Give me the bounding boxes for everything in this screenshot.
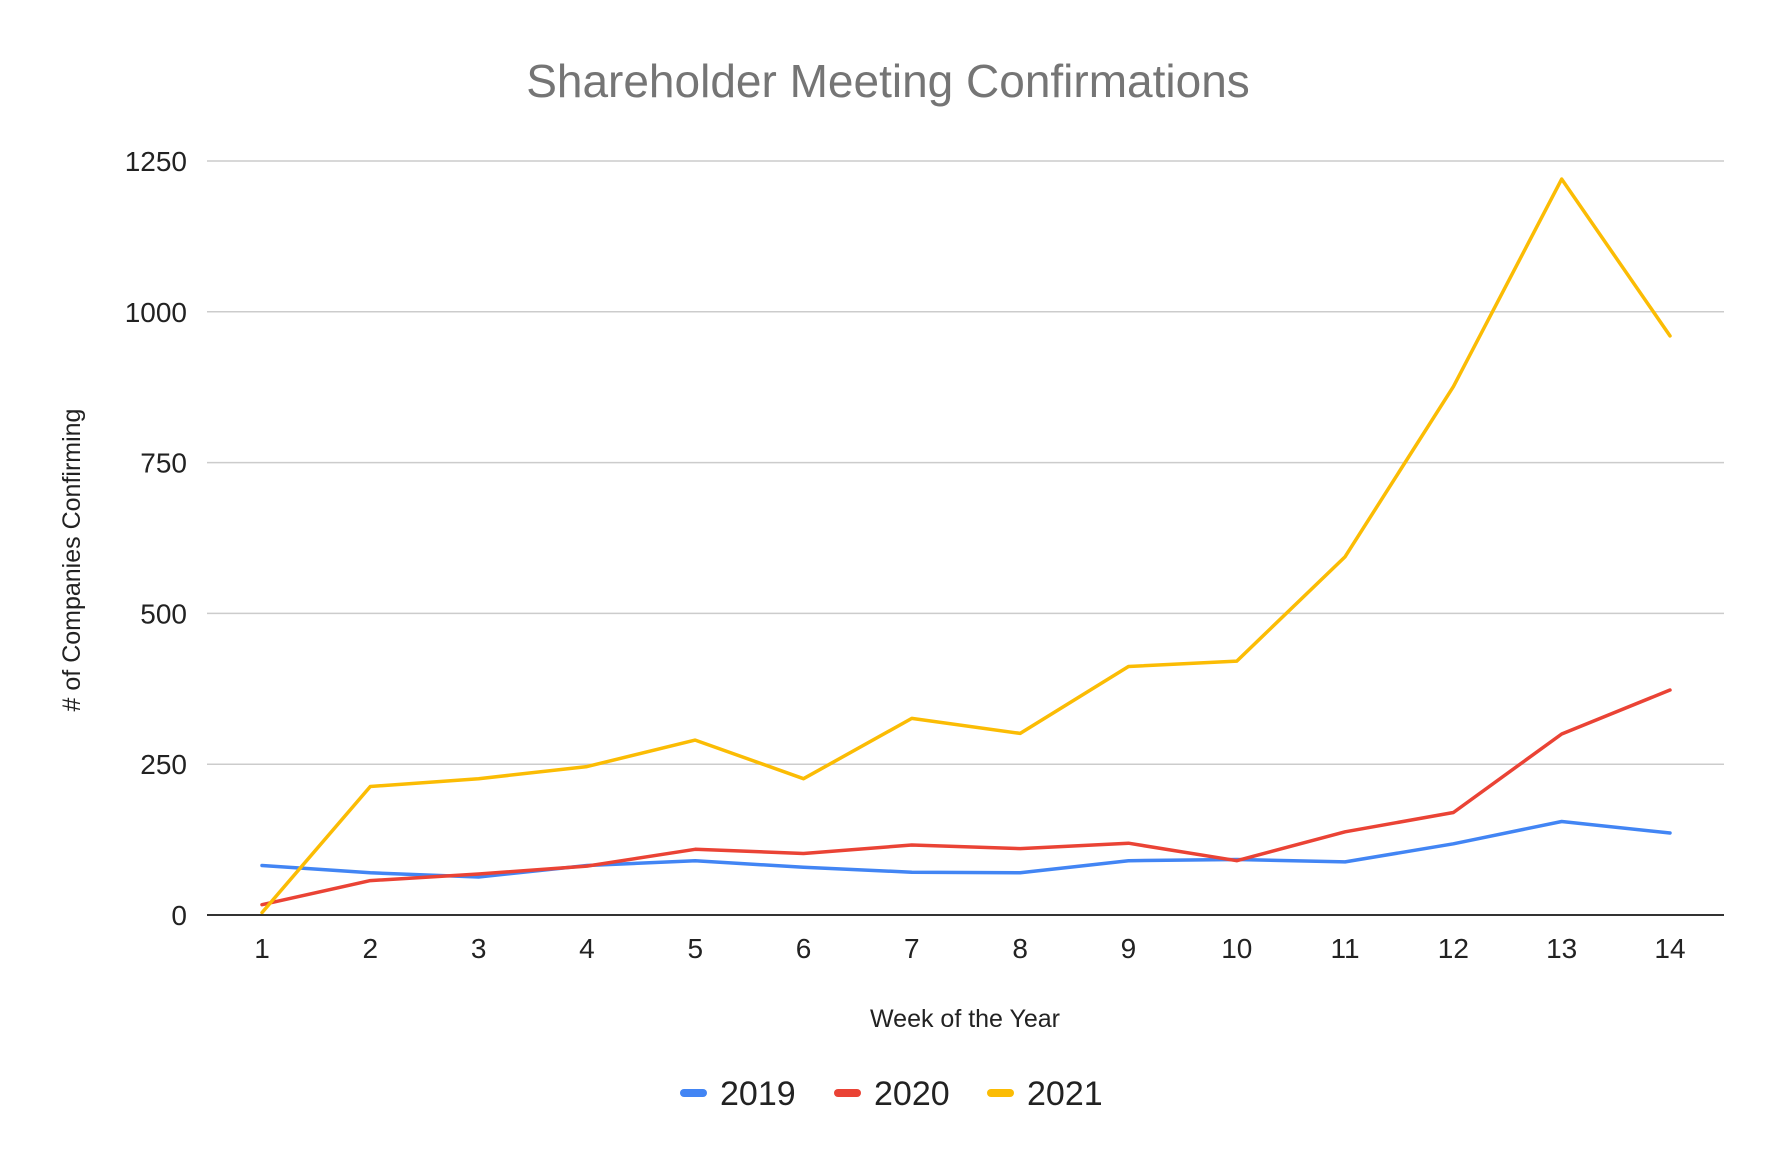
series-2020 — [259, 687, 1673, 908]
data-point — [1559, 176, 1565, 182]
legend-item-2021: 2021 — [987, 1075, 1103, 1113]
y-tick-label: 1250 — [125, 146, 187, 177]
series-line-2021 — [260, 177, 1672, 915]
y-tick-label: 750 — [140, 448, 187, 479]
series-2019 — [259, 819, 1673, 879]
data-point — [801, 850, 807, 856]
x-tick-label: 1 — [254, 933, 270, 964]
data-point — [1234, 858, 1240, 864]
y-tick-label: 0 — [171, 900, 187, 931]
data-point — [367, 870, 373, 876]
data-point — [1667, 830, 1673, 836]
x-tick-label: 11 — [1331, 933, 1360, 964]
legend-item-2020: 2020 — [834, 1075, 950, 1113]
data-point — [1450, 384, 1456, 390]
x-axis-title: Week of the Year — [870, 1005, 1060, 1033]
data-point — [1559, 819, 1565, 825]
data-point — [584, 764, 590, 770]
x-tick-label: 3 — [471, 933, 487, 964]
x-tick-label: 9 — [1121, 933, 1137, 964]
data-point — [1450, 809, 1456, 815]
data-point — [1234, 658, 1240, 664]
data-point — [1342, 554, 1348, 560]
legend-label: 2020 — [874, 1075, 950, 1113]
data-point — [692, 846, 698, 852]
series-line-2019 — [260, 819, 1672, 879]
x-tick-label: 7 — [904, 933, 920, 964]
data-point — [692, 858, 698, 864]
data-point — [367, 878, 373, 884]
legend: 2019 2020 2021 — [680, 1075, 1103, 1113]
series-lines — [259, 176, 1673, 915]
data-point — [476, 871, 482, 877]
data-point — [367, 784, 373, 790]
data-point — [801, 776, 807, 782]
series-line-2020 — [260, 688, 1672, 907]
data-point — [1559, 731, 1565, 737]
data-point — [801, 864, 807, 870]
data-point — [584, 863, 590, 869]
series-2021 — [260, 176, 1673, 915]
legend-label: 2021 — [1027, 1075, 1103, 1113]
x-tick-label: 2 — [363, 933, 379, 964]
y-axis-ticks: 0 250 500 750 1000 1250 — [125, 146, 187, 931]
x-tick-label: 6 — [796, 933, 812, 964]
x-tick-label: 13 — [1546, 933, 1577, 964]
data-point — [259, 863, 265, 869]
legend-item-2019: 2019 — [680, 1075, 796, 1113]
y-tick-label: 250 — [140, 749, 187, 780]
chart-title: Shareholder Meeting Confirmations — [526, 55, 1250, 107]
data-point — [1342, 859, 1348, 865]
data-point — [692, 737, 698, 743]
x-axis-ticks: 1 2 3 4 5 6 7 8 9 10 11 12 13 14 — [254, 933, 1685, 964]
data-point — [1125, 858, 1131, 864]
y-tick-label: 500 — [140, 598, 187, 629]
data-point — [1450, 841, 1456, 847]
data-point — [259, 902, 265, 908]
legend-swatch — [834, 1089, 861, 1097]
gridlines — [207, 160, 1724, 765]
data-point — [1017, 846, 1023, 852]
legend-swatch — [987, 1089, 1014, 1097]
data-point — [909, 869, 915, 875]
x-tick-label: 10 — [1221, 933, 1252, 964]
x-tick-label: 4 — [579, 933, 595, 964]
y-axis-title: # of Companies Confirming — [58, 409, 86, 712]
data-point — [909, 842, 915, 848]
legend-swatch — [680, 1089, 707, 1097]
data-point — [476, 776, 482, 782]
legend-label: 2019 — [720, 1075, 796, 1113]
x-tick-label: 5 — [687, 933, 703, 964]
data-point — [1342, 829, 1348, 835]
data-point — [1125, 840, 1131, 846]
data-point — [909, 715, 915, 721]
x-tick-label: 14 — [1654, 933, 1685, 964]
data-point — [1125, 663, 1131, 669]
data-point — [1667, 687, 1673, 693]
x-tick-label: 12 — [1438, 933, 1469, 964]
x-tick-label: 8 — [1012, 933, 1028, 964]
data-point — [1017, 730, 1023, 736]
y-tick-label: 1000 — [125, 297, 187, 328]
data-point — [1667, 333, 1673, 339]
data-point — [1017, 870, 1023, 876]
